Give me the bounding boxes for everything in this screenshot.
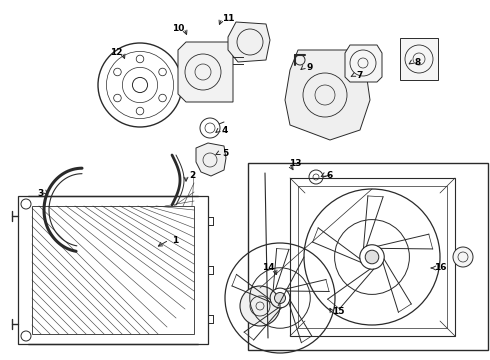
Text: 13: 13 <box>289 158 301 167</box>
Circle shape <box>453 247 473 267</box>
Circle shape <box>240 286 280 326</box>
Text: 15: 15 <box>332 307 344 316</box>
Circle shape <box>274 292 286 303</box>
Polygon shape <box>400 38 438 80</box>
Polygon shape <box>228 22 270 62</box>
Text: 7: 7 <box>357 71 363 80</box>
Text: 3: 3 <box>37 189 43 198</box>
Bar <box>248 163 488 350</box>
Text: 10: 10 <box>172 23 184 32</box>
Polygon shape <box>345 45 382 82</box>
Polygon shape <box>285 50 370 140</box>
Polygon shape <box>178 42 233 102</box>
Text: 16: 16 <box>434 264 446 273</box>
Circle shape <box>365 250 379 264</box>
Text: 12: 12 <box>110 48 122 57</box>
Text: 1: 1 <box>172 235 178 244</box>
Bar <box>298 186 447 328</box>
Bar <box>32 206 194 334</box>
Text: 2: 2 <box>189 171 195 180</box>
Text: 8: 8 <box>415 58 421 67</box>
Text: 6: 6 <box>327 171 333 180</box>
Text: 14: 14 <box>262 264 274 273</box>
Text: 11: 11 <box>222 14 234 23</box>
Text: 5: 5 <box>222 149 228 158</box>
Bar <box>290 178 455 336</box>
Text: 9: 9 <box>307 63 313 72</box>
Text: 4: 4 <box>222 126 228 135</box>
Bar <box>18 196 208 344</box>
Polygon shape <box>196 143 226 176</box>
